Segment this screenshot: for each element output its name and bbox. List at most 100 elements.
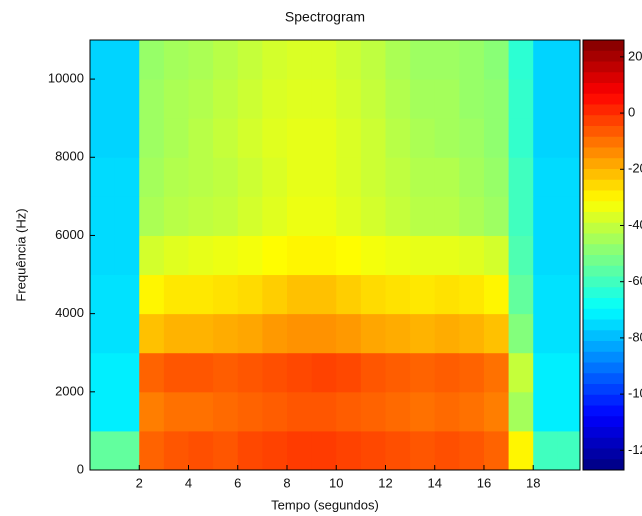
cell [311, 313, 337, 354]
cell [508, 313, 534, 354]
cell [336, 391, 362, 432]
cell [286, 40, 313, 80]
x-tick-label: 16 [477, 475, 491, 490]
colorbar-band [583, 384, 624, 396]
cell [508, 157, 534, 197]
cell [311, 352, 337, 393]
colorbar-band [583, 61, 624, 73]
cell [188, 118, 214, 158]
cell [533, 274, 559, 315]
colorbar-band [583, 115, 624, 127]
x-tick-label: 14 [427, 475, 441, 490]
cell [533, 157, 559, 197]
cell [410, 430, 436, 471]
cell [434, 118, 460, 158]
cell [163, 196, 189, 236]
cell [533, 430, 559, 471]
cell [262, 79, 288, 119]
cell [163, 391, 189, 432]
x-tick-label: 18 [526, 475, 540, 490]
cell [508, 352, 534, 393]
colorbar-tick-label: -100 [628, 386, 642, 401]
cell [459, 313, 485, 354]
y-axis-label: Frequência (Hz) [13, 208, 28, 301]
cell [336, 196, 362, 236]
cell [90, 40, 116, 80]
cell [311, 274, 337, 315]
cell [311, 235, 337, 276]
cell [286, 352, 313, 393]
y-tick-label: 8000 [55, 149, 84, 164]
cell [90, 118, 116, 158]
cell [557, 118, 581, 158]
cell [557, 352, 581, 393]
cell [286, 313, 313, 354]
x-tick-label: 8 [283, 475, 290, 490]
colorbar-band [583, 83, 624, 95]
cell [434, 274, 460, 315]
cell [508, 196, 534, 236]
cell [360, 274, 386, 315]
cell [410, 274, 436, 315]
cell [90, 79, 116, 119]
y-tick-label: 2000 [55, 383, 84, 398]
x-tick-label: 12 [378, 475, 392, 490]
cell [410, 157, 436, 197]
cell [114, 274, 140, 315]
cell [336, 430, 362, 471]
cell [336, 352, 362, 393]
cell [483, 430, 510, 471]
cell [557, 235, 581, 276]
cell [188, 352, 214, 393]
cell [336, 235, 362, 276]
cell [508, 235, 534, 276]
cell [262, 313, 288, 354]
cell [262, 430, 288, 471]
cell [483, 196, 510, 236]
cell [163, 40, 189, 80]
cell [139, 196, 165, 236]
cell [262, 235, 288, 276]
cell [90, 274, 116, 315]
cell [237, 274, 263, 315]
cell [311, 391, 337, 432]
cell [360, 352, 386, 393]
x-tick-label: 2 [136, 475, 143, 490]
spectrogram-image [90, 40, 581, 471]
cell [114, 79, 140, 119]
colorbar-band [583, 287, 624, 299]
cell [163, 352, 189, 393]
cell [410, 118, 436, 158]
cell [557, 430, 581, 471]
cell [139, 313, 165, 354]
cell [139, 118, 165, 158]
cell [459, 235, 485, 276]
cell [114, 391, 140, 432]
y-tick-label: 10000 [48, 71, 84, 86]
cell [163, 235, 189, 276]
cell [213, 235, 239, 276]
cell [360, 313, 386, 354]
cell [360, 118, 386, 158]
colorbar-band [583, 437, 624, 449]
cell [557, 274, 581, 315]
colorbar-band [583, 104, 624, 116]
cell [237, 157, 263, 197]
cell [163, 79, 189, 119]
colorbar-band [583, 373, 624, 385]
cell [508, 40, 534, 80]
cell [533, 391, 559, 432]
y-tick-label: 6000 [55, 227, 84, 242]
cell [188, 391, 214, 432]
cell [459, 118, 485, 158]
cell [434, 157, 460, 197]
cell [262, 352, 288, 393]
x-tick-label: 4 [185, 475, 192, 490]
cell [163, 118, 189, 158]
x-axis-label: Tempo (segundos) [271, 497, 379, 512]
cell [311, 40, 337, 80]
cell [385, 352, 411, 393]
cell [385, 40, 411, 80]
colorbar: 20 0 -20 -40 -60 -80 -100 -120 [582, 39, 642, 471]
